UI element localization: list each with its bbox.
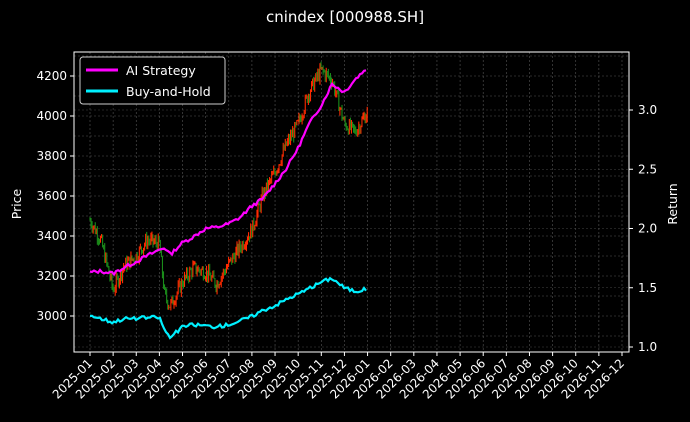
y-tick-left: 3600 [36, 189, 67, 203]
line-ai-strategy [89, 69, 367, 277]
y-tick-right: 1.0 [638, 340, 657, 354]
y-tick-left: 3800 [36, 149, 67, 163]
y-tick-left: 4200 [36, 69, 67, 83]
y-axis-right: 1.0 1.5 2.0 2.5 3.0 [629, 103, 657, 354]
chart-title: cnindex [000988.SH] [265, 8, 425, 26]
legend-label-buy-and-hold: Buy-and-Hold [126, 84, 211, 99]
y-axis-label-left: Price [9, 188, 24, 219]
grid-lines [74, 52, 629, 352]
y-axis-left: 3000 3200 3400 3600 3800 4000 4200 [36, 69, 74, 323]
y-tick-left: 3200 [36, 269, 67, 283]
y-tick-left: 3400 [36, 229, 67, 243]
y-axis-label-right: Return [665, 183, 680, 224]
y-tick-left: 3000 [36, 309, 67, 323]
y-tick-right: 2.0 [638, 222, 657, 236]
legend-label-ai-strategy: AI Strategy [126, 63, 196, 78]
y-tick-right: 1.5 [638, 281, 657, 295]
plot-frame [73, 51, 630, 353]
y-tick-left: 4000 [36, 109, 67, 123]
legend: AI Strategy Buy-and-Hold [79, 56, 226, 105]
return-lines [89, 69, 367, 340]
y-tick-right: 2.5 [638, 162, 657, 176]
x-axis: 2025-012025-022025-032025-042025-052025-… [50, 352, 627, 402]
line-buy-and-hold [90, 276, 367, 340]
y-tick-right: 3.0 [638, 103, 657, 117]
